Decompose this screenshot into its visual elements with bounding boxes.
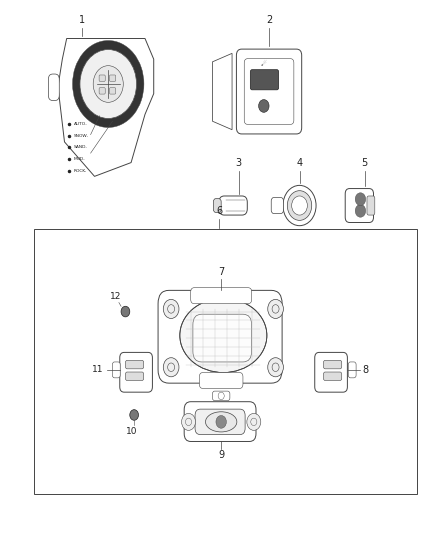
Text: 1: 1 bbox=[79, 15, 85, 25]
FancyBboxPatch shape bbox=[345, 189, 374, 222]
Circle shape bbox=[355, 193, 366, 206]
Circle shape bbox=[292, 196, 307, 215]
Circle shape bbox=[283, 185, 316, 225]
FancyBboxPatch shape bbox=[323, 360, 342, 369]
FancyBboxPatch shape bbox=[113, 362, 120, 378]
Text: 7: 7 bbox=[218, 267, 224, 277]
FancyBboxPatch shape bbox=[213, 199, 221, 213]
FancyBboxPatch shape bbox=[191, 288, 252, 304]
Text: AUTO-: AUTO- bbox=[74, 122, 88, 126]
FancyBboxPatch shape bbox=[212, 391, 230, 401]
Circle shape bbox=[121, 306, 130, 317]
Text: MUD-: MUD- bbox=[74, 157, 86, 161]
Text: 10: 10 bbox=[126, 426, 138, 435]
Text: 5: 5 bbox=[362, 158, 368, 168]
FancyBboxPatch shape bbox=[184, 402, 256, 441]
FancyBboxPatch shape bbox=[323, 372, 342, 381]
Circle shape bbox=[287, 191, 312, 220]
Circle shape bbox=[355, 205, 366, 217]
FancyBboxPatch shape bbox=[199, 373, 243, 389]
Circle shape bbox=[80, 50, 137, 118]
Circle shape bbox=[163, 300, 179, 318]
Text: 9: 9 bbox=[218, 450, 224, 461]
Text: 12: 12 bbox=[110, 292, 121, 301]
Text: SNOW-: SNOW- bbox=[74, 134, 89, 138]
Text: 2: 2 bbox=[266, 15, 272, 25]
Circle shape bbox=[182, 414, 195, 430]
Circle shape bbox=[268, 358, 283, 377]
FancyBboxPatch shape bbox=[315, 352, 347, 392]
FancyBboxPatch shape bbox=[219, 196, 247, 215]
Ellipse shape bbox=[205, 412, 237, 432]
Text: 11: 11 bbox=[92, 366, 104, 374]
Ellipse shape bbox=[180, 298, 267, 373]
FancyBboxPatch shape bbox=[48, 74, 59, 101]
Circle shape bbox=[216, 416, 226, 428]
Wedge shape bbox=[73, 41, 144, 127]
FancyBboxPatch shape bbox=[251, 70, 279, 90]
Polygon shape bbox=[58, 38, 154, 176]
Circle shape bbox=[268, 300, 283, 318]
Polygon shape bbox=[212, 53, 232, 130]
FancyBboxPatch shape bbox=[348, 362, 356, 378]
Text: SAND-: SAND- bbox=[74, 146, 88, 149]
Bar bbox=[34, 229, 417, 495]
FancyBboxPatch shape bbox=[125, 372, 144, 381]
Text: ROCK-: ROCK- bbox=[74, 168, 87, 173]
Circle shape bbox=[258, 100, 269, 112]
FancyBboxPatch shape bbox=[367, 196, 375, 215]
Circle shape bbox=[93, 66, 123, 102]
Text: 4: 4 bbox=[297, 158, 303, 168]
FancyBboxPatch shape bbox=[158, 290, 282, 383]
Circle shape bbox=[130, 410, 138, 420]
Circle shape bbox=[247, 414, 261, 430]
Text: 8: 8 bbox=[363, 365, 369, 375]
FancyBboxPatch shape bbox=[120, 352, 152, 392]
Circle shape bbox=[163, 358, 179, 377]
FancyBboxPatch shape bbox=[99, 88, 105, 94]
FancyBboxPatch shape bbox=[99, 75, 105, 82]
Text: 3: 3 bbox=[236, 158, 242, 168]
FancyBboxPatch shape bbox=[195, 409, 245, 434]
FancyBboxPatch shape bbox=[244, 59, 294, 124]
FancyBboxPatch shape bbox=[110, 75, 116, 82]
FancyBboxPatch shape bbox=[271, 198, 283, 214]
FancyBboxPatch shape bbox=[125, 360, 144, 369]
Text: ☄: ☄ bbox=[261, 61, 267, 68]
FancyBboxPatch shape bbox=[237, 49, 302, 134]
FancyBboxPatch shape bbox=[110, 88, 116, 94]
Text: 6: 6 bbox=[216, 206, 222, 216]
FancyBboxPatch shape bbox=[193, 314, 252, 362]
